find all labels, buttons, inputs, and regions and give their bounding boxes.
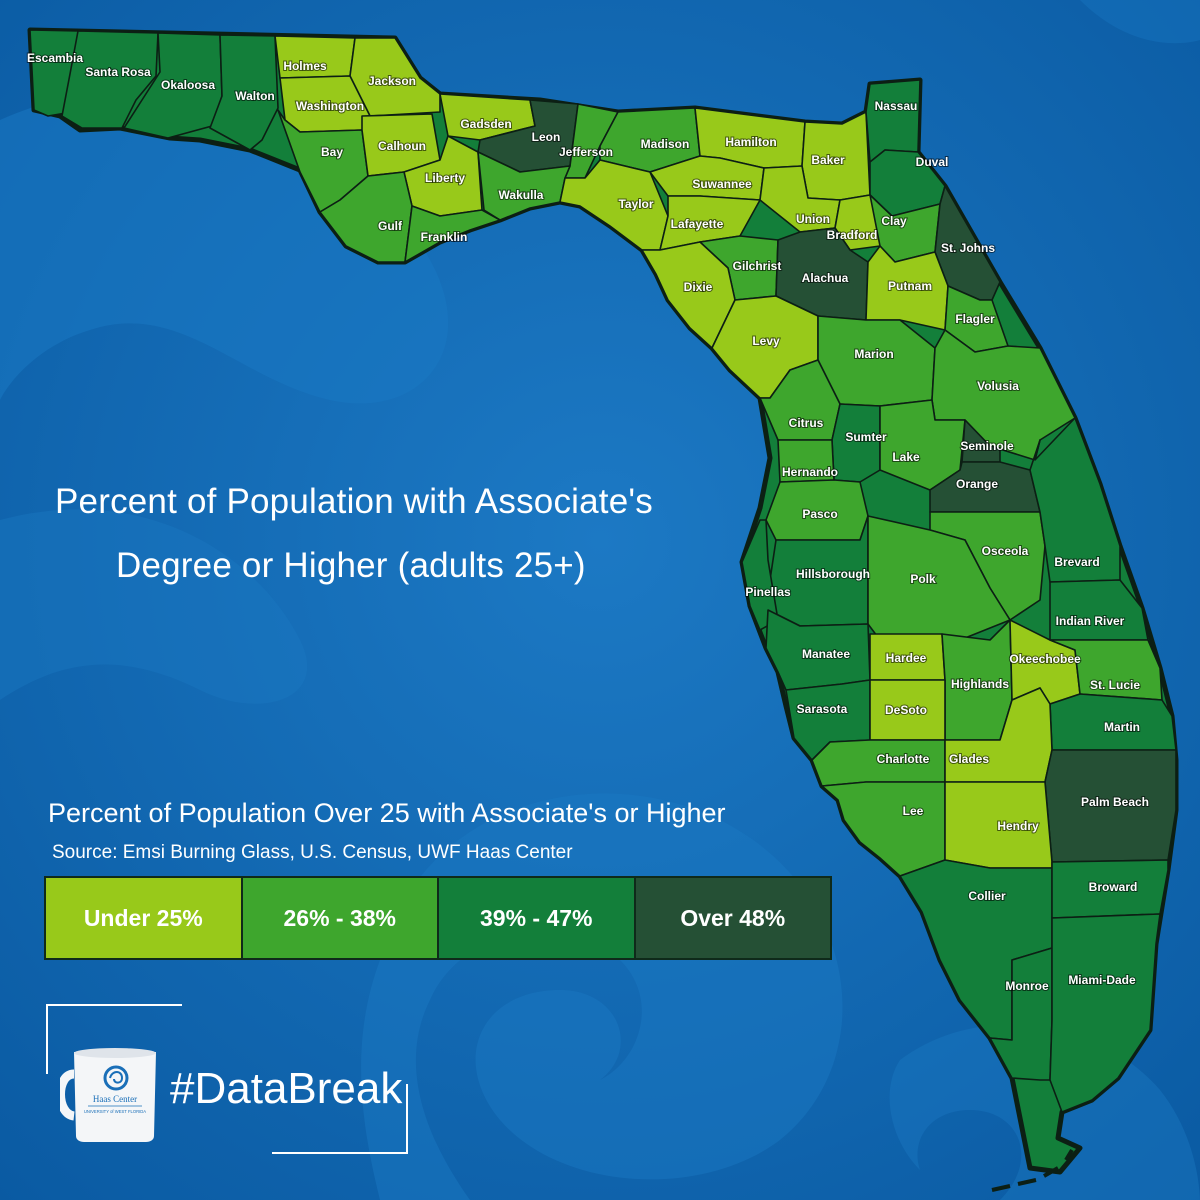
county-miami-dade [1049,913,1161,1113]
county-brevard [1029,417,1121,583]
legend-item-c3: 39% - 47% [439,878,636,958]
databreak-frame [46,1004,408,1154]
county-label-desoto: DeSoto [885,703,927,717]
county-label-gadsden: Gadsden [460,117,511,131]
county-label-citrus: Citrus [789,416,824,430]
mug-text-uwf: UNIVERSITY of WEST FLORIDA [84,1109,146,1114]
county-label-baker: Baker [811,153,845,167]
county-label-hamilton: Hamilton [725,135,776,149]
legend-item-c2: 26% - 38% [242,878,439,958]
county-label-wakulla: Wakulla [499,188,544,202]
county-label-highlands: Highlands [951,677,1009,691]
county-label-levy: Levy [752,334,780,348]
county-label-palm-beach: Palm Beach [1081,795,1149,809]
county-label-pasco: Pasco [802,507,837,521]
county-santa-rosa [61,30,159,129]
county-label-indian-river: Indian River [1056,614,1125,628]
county-walton [209,34,279,151]
legend-source: Source: Emsi Burning Glass, U.S. Census,… [52,842,573,863]
county-label-calhoun: Calhoun [378,139,426,153]
county-label-hillsborough: Hillsborough [796,567,870,581]
county-label-madison: Madison [641,137,690,151]
county-label-sumter: Sumter [845,430,887,444]
county-label-monroe: Monroe [1005,979,1049,993]
county-label-hernando: Hernando [782,465,838,479]
county-label-charlotte: Charlotte [877,752,930,766]
map-title-line-2: Degree or Higher (adults 25+) [116,546,586,585]
county-label-lafayette: Lafayette [671,217,724,231]
legend-item-c1: Under 25% [46,878,243,958]
county-indian-river [1049,579,1149,641]
legend-bar: Under 25% 26% - 38% 39% - 47% Over 48% [44,876,832,960]
county-label-holmes: Holmes [283,59,327,73]
county-label-glades: Glades [949,752,989,766]
map-title-line-1: Percent of Population with Associate's [55,482,653,521]
county-label-bradford: Bradford [827,228,878,242]
county-label-liberty: Liberty [425,171,465,185]
county-label-brevard: Brevard [1054,555,1099,569]
legend-item-c4: Over 48% [635,878,830,958]
mug-text-haas: Haas Center [93,1094,137,1104]
county-label-seminole: Seminole [960,439,1014,453]
county-label-flagler: Flagler [955,312,995,326]
county-franklin [404,205,501,263]
county-label-hardee: Hardee [886,651,927,665]
county-label-lee: Lee [903,804,924,818]
county-label-dixie: Dixie [684,280,713,294]
county-label-union: Union [796,212,830,226]
county-label-bay: Bay [321,145,343,159]
county-label-okaloosa: Okaloosa [161,78,215,92]
county-seminole [961,419,1001,463]
county-label-walton: Walton [235,89,275,103]
mug-logo-icon: Haas Center UNIVERSITY of WEST FLORIDA [60,1048,156,1142]
county-label-hendry: Hendry [997,819,1039,833]
county-label-nassau: Nassau [875,99,918,113]
county-label-gilchrist: Gilchrist [733,259,782,273]
county-lee [821,781,946,877]
county-label-orange: Orange [956,477,998,491]
county-label-manatee: Manatee [802,647,850,661]
county-label-gulf: Gulf [378,219,403,233]
county-label-lake: Lake [892,450,920,464]
county-label-clay: Clay [881,214,907,228]
legend-title: Percent of Population Over 25 with Assoc… [48,798,726,828]
county-label-pinellas: Pinellas [745,585,791,599]
county-label-taylor: Taylor [618,197,653,211]
county-label-sarasota: Sarasota [797,702,848,716]
county-label-okeechobee: Okeechobee [1009,652,1081,666]
county-label-franklin: Franklin [421,230,468,244]
county-label-washington: Washington [296,99,364,113]
county-label-st-lucie: St. Lucie [1090,678,1140,692]
county-pinellas [741,519,779,631]
county-label-martin: Martin [1104,720,1140,734]
county-label-santa-rosa: Santa Rosa [85,65,151,79]
county-label-putnam: Putnam [888,279,932,293]
county-broward [1051,859,1169,919]
county-label-alachua: Alachua [802,271,849,285]
county-label-collier: Collier [968,889,1006,903]
county-label-broward: Broward [1089,880,1138,894]
county-label-duval: Duval [916,155,949,169]
county-label-volusia: Volusia [977,379,1019,393]
county-label-osceola: Osceola [982,544,1029,558]
county-label-marion: Marion [854,347,893,361]
county-label-escambia: Escambia [27,51,83,65]
florida-keys-islands [991,1148,1074,1192]
county-label-jackson: Jackson [368,74,416,88]
county-label-miami-dade: Miami-Dade [1068,973,1136,987]
county-label-st-johns: St. Johns [941,241,995,255]
county-label-jefferson: Jefferson [559,145,613,159]
databreak-hashtag: #DataBreak [170,1064,403,1113]
county-label-leon: Leon [532,130,561,144]
county-label-polk: Polk [910,572,936,586]
county-label-suwannee: Suwannee [692,177,752,191]
